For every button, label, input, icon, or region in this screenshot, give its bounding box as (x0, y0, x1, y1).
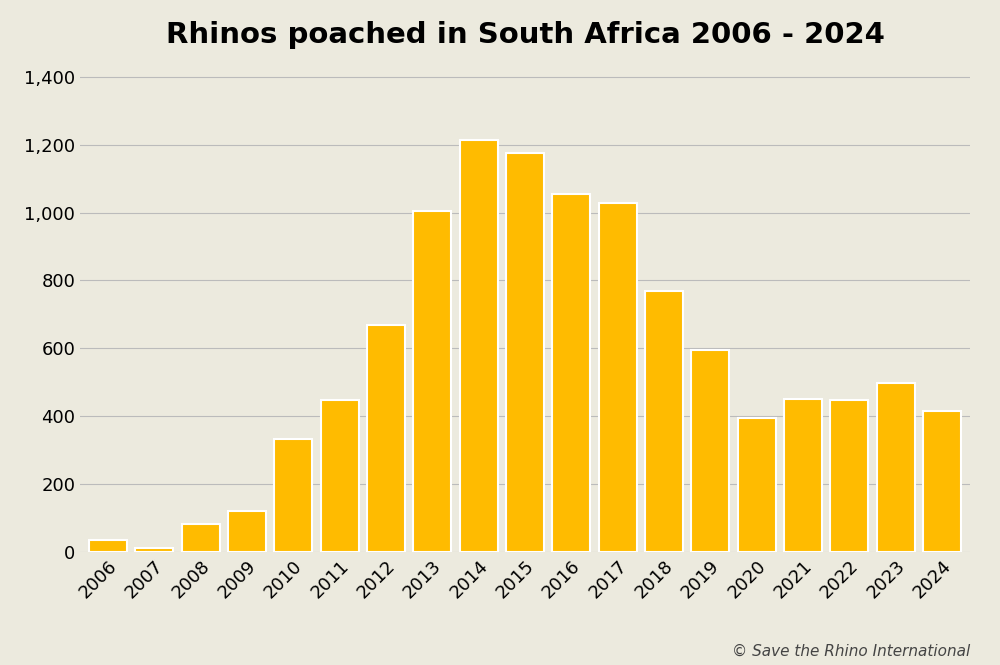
Bar (784, 399, 822, 552)
Bar (645, 291, 683, 552)
Bar (413, 211, 451, 552)
Bar (506, 153, 544, 552)
Bar (877, 382, 915, 552)
Bar (923, 411, 961, 552)
Text: © Save the Rhino International: © Save the Rhino International (732, 643, 970, 658)
Bar (321, 400, 359, 552)
Bar (89, 540, 127, 552)
Bar (182, 524, 220, 552)
Title: Rhinos poached in South Africa 2006 - 2024: Rhinos poached in South Africa 2006 - 20… (166, 21, 884, 49)
Bar (460, 140, 498, 552)
Bar (552, 194, 590, 552)
Bar (599, 203, 637, 552)
Bar (691, 350, 729, 552)
Bar (367, 325, 405, 552)
Bar (135, 547, 173, 552)
Bar (830, 400, 868, 552)
Bar (228, 511, 266, 552)
Bar (274, 439, 312, 552)
Bar (738, 418, 776, 552)
